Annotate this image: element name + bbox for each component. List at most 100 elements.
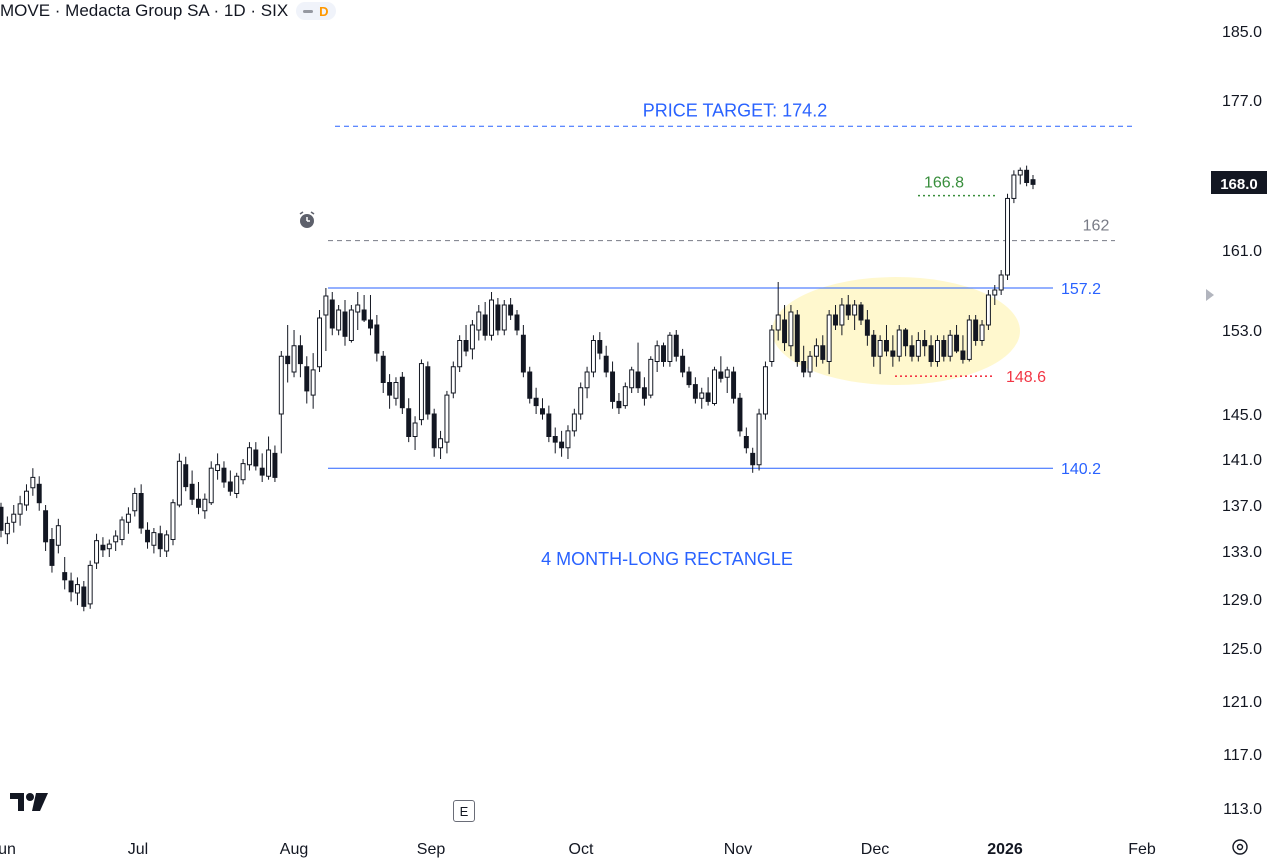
- candle: [954, 325, 960, 354]
- candle: [590, 335, 596, 378]
- candle: [724, 366, 730, 393]
- candle: [603, 345, 609, 378]
- candle: [903, 328, 909, 357]
- candle: [578, 382, 584, 420]
- candle: [418, 359, 424, 426]
- x-tick-label: Sep: [417, 841, 446, 858]
- candle: [476, 305, 482, 341]
- candle: [49, 528, 55, 573]
- candle: [571, 408, 577, 437]
- candle: [635, 342, 641, 393]
- candle: [985, 290, 991, 330]
- candle: [145, 522, 150, 549]
- events-e-icon[interactable]: E: [453, 800, 475, 822]
- y-tick-label: 141.0: [1222, 452, 1262, 469]
- candle: [227, 470, 233, 496]
- y-tick-label: 113.0: [1223, 801, 1262, 818]
- candle: [966, 315, 972, 362]
- symbol-title[interactable]: MOVE · Medacta Group SA · 1D · SIX: [0, 1, 289, 20]
- candle: [692, 377, 698, 404]
- candle: [514, 310, 520, 336]
- candle: [712, 366, 717, 406]
- candle: [342, 300, 348, 346]
- y-tick-label: 133.0: [1222, 544, 1262, 561]
- candle: [463, 325, 469, 357]
- candle: [973, 315, 979, 346]
- candle: [138, 484, 144, 534]
- rectangle-top-label: 157.2: [1061, 281, 1101, 298]
- candle: [253, 442, 259, 471]
- alarm-clock-icon[interactable]: [298, 211, 316, 234]
- candle: [826, 310, 832, 375]
- levels-layer: [328, 125, 1133, 469]
- candle: [196, 482, 201, 515]
- interval-badge[interactable]: D: [296, 2, 336, 20]
- candle: [81, 581, 87, 612]
- consolidation-highlight: [772, 277, 1020, 385]
- x-tick-label: Aug: [280, 841, 308, 858]
- interval-letter: D: [319, 3, 329, 19]
- candle: [125, 507, 131, 534]
- y-tick-label: 145.0: [1222, 407, 1262, 424]
- candle: [864, 310, 870, 346]
- scroll-right-icon[interactable]: [1206, 289, 1214, 301]
- candle: [17, 495, 23, 526]
- x-tick-label: Nov: [724, 841, 752, 858]
- price-axis[interactable]: 185.0 177.0 161.0 153.0 145.0 141.0 137.0 133.0…: [1222, 24, 1262, 818]
- candle: [979, 320, 985, 346]
- candle: [762, 361, 768, 420]
- candle: [756, 408, 762, 471]
- x-tick-label: Oct: [569, 841, 594, 858]
- candle: [737, 393, 743, 437]
- candle: [718, 356, 724, 383]
- candle: [820, 335, 826, 364]
- candle: [387, 374, 393, 409]
- last-price-label: 168.0: [1211, 171, 1267, 194]
- x-tick-label: Feb: [1128, 841, 1156, 858]
- candle: [113, 530, 119, 551]
- candle: [909, 335, 915, 362]
- candle: [775, 282, 781, 341]
- candle: [648, 356, 654, 399]
- candle: [94, 533, 100, 569]
- time-axis[interactable]: Jun Jul Aug Sep Oct Nov Dec 2026 Feb: [0, 841, 1156, 858]
- candle: [106, 539, 112, 557]
- candle: [380, 351, 386, 393]
- candle: [565, 425, 571, 459]
- last-price-value: 168.0: [1220, 176, 1258, 193]
- candle: [641, 377, 647, 406]
- y-tick-label: 153.0: [1222, 323, 1262, 340]
- candle: [4, 516, 10, 545]
- candle: [266, 436, 272, 480]
- y-tick-label: 161.0: [1222, 243, 1262, 260]
- candle: [24, 484, 29, 511]
- candle: [597, 332, 603, 360]
- candle: [151, 528, 157, 554]
- rectangle-annotation: 4 MONTH-LONG RECTANGLE: [541, 549, 793, 569]
- candle: [1024, 165, 1030, 187]
- candle: [884, 325, 889, 357]
- candle: [55, 518, 61, 554]
- candle: [297, 335, 303, 378]
- candle: [833, 305, 838, 330]
- candle: [782, 305, 788, 351]
- candle: [62, 557, 68, 590]
- candle: [559, 430, 565, 457]
- candle: [457, 335, 463, 372]
- y-tick-label: 137.0: [1222, 498, 1262, 515]
- candle: [540, 398, 545, 420]
- candle: [317, 310, 322, 372]
- settings-gear-icon[interactable]: [1230, 837, 1250, 862]
- candle: [928, 335, 934, 367]
- candle: [183, 456, 189, 492]
- candle: [291, 330, 297, 378]
- candle: [622, 382, 628, 409]
- tradingview-logo-icon[interactable]: [10, 791, 50, 818]
- candle: [336, 305, 342, 336]
- candle: [393, 377, 399, 406]
- candle: [431, 408, 437, 457]
- candle: [450, 361, 456, 399]
- candle: [310, 353, 316, 409]
- candle: [801, 345, 807, 378]
